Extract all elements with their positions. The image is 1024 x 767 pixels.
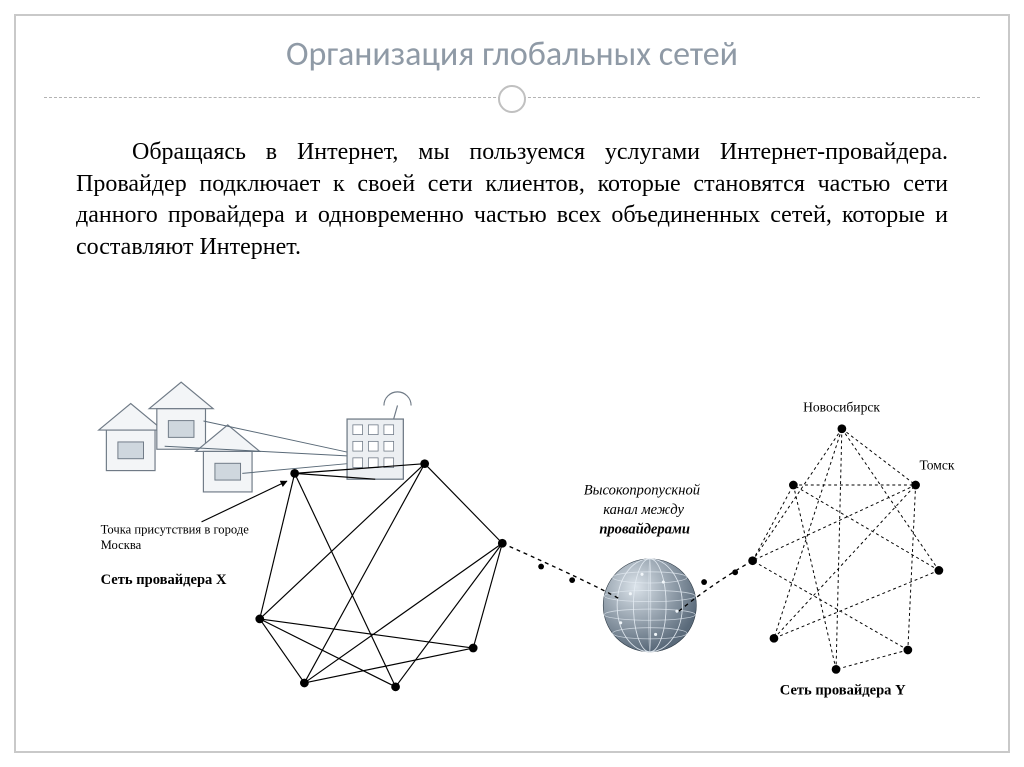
globe-icon — [603, 559, 696, 652]
graph-edge — [908, 485, 916, 650]
graph-edge — [774, 429, 842, 639]
graph-node — [911, 481, 920, 490]
graph-edge — [836, 650, 908, 669]
body-paragraph: Обращаясь в Интернет, мы пользуемся услу… — [76, 137, 948, 264]
graph-edge — [753, 429, 842, 561]
graph-edge — [425, 464, 503, 544]
graph-edge — [793, 485, 939, 570]
graph-node — [300, 679, 309, 688]
graph-node — [832, 665, 841, 674]
graph-edge — [842, 429, 939, 571]
graph-edge — [260, 464, 425, 619]
graph-edge — [753, 485, 794, 561]
network-svg: Точка присутствия в городеМосква Сеть про… — [56, 371, 968, 731]
graph-node — [391, 682, 400, 691]
title-divider — [16, 83, 1008, 113]
graph-edge — [260, 473, 295, 619]
house-icon — [149, 382, 213, 449]
graph-node — [290, 469, 299, 478]
graph-node — [903, 646, 912, 655]
graph-edge — [260, 619, 473, 648]
slide: Организация глобальных сетей Обращаясь в… — [0, 0, 1024, 767]
graph-edge — [774, 485, 916, 638]
divider-circle-icon — [498, 85, 526, 113]
graph-edge — [753, 485, 916, 561]
graph-node — [770, 634, 779, 643]
graph-node — [838, 424, 847, 433]
slide-title: Организация глобальных сетей — [16, 34, 1008, 75]
slide-frame: Организация глобальных сетей Обращаясь в… — [14, 14, 1010, 753]
graph-node — [935, 566, 944, 575]
diagram-label-channel1: Высокопропускной — [584, 483, 701, 499]
diagram-label-novosib: Новосибирск — [803, 399, 880, 414]
network-diagram: Точка присутствия в городеМосква Сеть про… — [56, 371, 968, 731]
diagram-label-tomsk: Томск — [919, 458, 954, 473]
diagram-label-pop: Точка присутствия в городеМосква — [101, 523, 250, 553]
graph-edge — [842, 429, 916, 485]
graph-node — [498, 539, 507, 548]
graph-node — [255, 615, 264, 624]
graph-node — [420, 459, 429, 468]
graph-edge — [473, 543, 502, 648]
graph-edge — [260, 619, 396, 687]
diagram-label-channel3: провайдерами — [599, 522, 690, 538]
graph-node — [748, 556, 757, 565]
house-icon — [99, 404, 163, 471]
diagram-label-provider_y: Сеть провайдера Y — [780, 683, 906, 699]
graph-edge — [396, 543, 503, 687]
graph-edge — [774, 570, 939, 638]
graph-edge — [836, 429, 842, 670]
diagram-label-channel2: канал между — [603, 502, 684, 518]
diagram-label-provider_x: Сеть провайдера X — [101, 572, 227, 588]
graph-edge — [260, 619, 305, 683]
graph-node — [789, 481, 798, 490]
graph-node — [469, 644, 478, 653]
